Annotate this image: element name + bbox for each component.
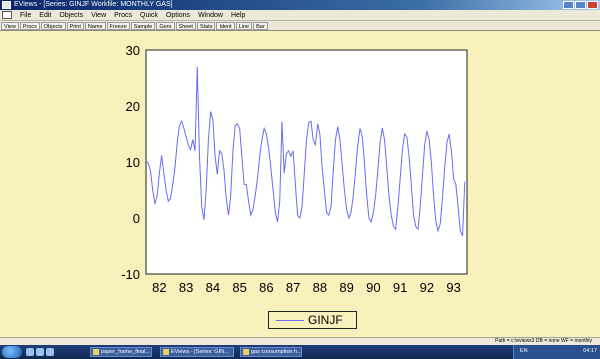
y-tick-label: 30	[126, 43, 140, 58]
toolbar-sample-button[interactable]: Sample	[130, 21, 156, 30]
status-text: Path = c:\eviews3 DB = none WF = monthly	[495, 338, 592, 344]
toolbar-view-button[interactable]: View	[1, 21, 19, 30]
x-tick-label: 88	[313, 280, 327, 295]
legend-swatch	[276, 320, 304, 321]
series-line-ginjf	[145, 66, 466, 237]
menu-help[interactable]: Help	[230, 11, 246, 19]
status-bar: Path = c:\eviews3 DB = none WF = monthly	[0, 337, 600, 345]
window-title: EViews - [Series: GINJF Workfile: MONTHL…	[14, 1, 173, 8]
quicklaunch-explorer-icon[interactable]	[26, 348, 34, 356]
x-axis: 82 83 84 85 86 87 88 89 90 91 92 93	[145, 269, 461, 295]
document-icon[interactable]	[2, 11, 12, 19]
plot-frame	[145, 49, 468, 275]
toolbar-stats-button[interactable]: Stats	[196, 21, 216, 30]
menu-edit[interactable]: Edit	[39, 11, 52, 19]
toolbar-sheet-button[interactable]: Sheet	[175, 21, 196, 30]
toolbar-objects-button[interactable]: Objects	[40, 21, 66, 30]
x-tick-label: 92	[420, 280, 434, 295]
menu-objects[interactable]: Objects	[59, 11, 84, 19]
taskbar-item-label: paper_frame_final...	[101, 349, 150, 355]
minimize-button[interactable]	[563, 1, 574, 9]
toolbar-freeze-button[interactable]: Freeze	[106, 21, 130, 30]
taskbar-item-paper[interactable]: paper_frame_final...	[90, 347, 152, 357]
x-tick-label: 87	[286, 280, 300, 295]
quicklaunch-media-icon[interactable]	[46, 348, 54, 356]
x-tick-label: 90	[366, 280, 380, 295]
system-tray: EN 04:17	[513, 345, 600, 359]
document-icon	[93, 349, 99, 355]
document-icon	[243, 349, 249, 355]
quicklaunch-browser-icon[interactable]	[36, 348, 44, 356]
clock[interactable]: 04:17	[583, 348, 597, 354]
menu-bar: File Edit Objects View Procs Quick Optio…	[0, 10, 600, 21]
menu-view[interactable]: View	[91, 11, 107, 19]
y-tick-label: 20	[126, 99, 140, 114]
taskbar-item-gas[interactable]: gas consumption h...	[240, 347, 302, 357]
x-tick-label: 84	[206, 280, 220, 295]
eviews-icon	[163, 349, 169, 355]
menu-quick[interactable]: Quick	[140, 11, 158, 19]
taskbar: paper_frame_final... EViews - [Series: G…	[0, 345, 600, 359]
toolbar-name-button[interactable]: Name	[84, 21, 106, 30]
close-button[interactable]	[587, 1, 598, 9]
toolbar-ident-button[interactable]: Ident	[216, 21, 235, 30]
language-indicator[interactable]: EN	[520, 348, 528, 354]
toolbar-line-button[interactable]: Line	[235, 21, 253, 30]
x-tick-label: 93	[446, 280, 460, 295]
eviews-app-icon	[2, 1, 11, 9]
x-tick-label: 85	[232, 280, 246, 295]
x-tick-label: 82	[152, 280, 166, 295]
menu-procs[interactable]: Procs	[114, 11, 133, 19]
x-tick-label: 86	[259, 280, 273, 295]
menu-options[interactable]: Options	[165, 11, 191, 19]
series-toolbar: View Procs Objects Print Name Freeze Sam…	[0, 21, 600, 31]
taskbar-item-label: gas consumption h...	[251, 349, 302, 355]
y-tick-label: 0	[133, 211, 140, 226]
taskbar-item-label: EViews - [Series: GIN...	[171, 349, 229, 355]
toolbar-genr-button[interactable]: Genr	[156, 21, 175, 30]
start-button[interactable]	[2, 346, 22, 358]
legend-label: GINJF	[308, 313, 343, 327]
title-bar: EViews - [Series: GINJF Workfile: MONTHL…	[0, 0, 600, 10]
x-tick-label: 89	[339, 280, 353, 295]
x-tick-label: 91	[393, 280, 407, 295]
y-axis: 30 20 10 0 -10	[121, 43, 151, 282]
menu-file[interactable]: File	[20, 11, 32, 19]
x-tick-label: 83	[179, 280, 193, 295]
chart-legend: GINJF	[268, 311, 357, 329]
y-tick-label: -10	[121, 267, 140, 282]
toolbar-bar-button[interactable]: Bar	[253, 21, 268, 30]
maximize-button[interactable]	[575, 1, 586, 9]
toolbar-print-button[interactable]: Print	[66, 21, 84, 30]
toolbar-procs-button[interactable]: Procs	[19, 21, 40, 30]
menu-window[interactable]: Window	[198, 11, 223, 19]
y-tick-label: 10	[126, 155, 140, 170]
taskbar-item-eviews[interactable]: EViews - [Series: GIN...	[160, 347, 234, 357]
